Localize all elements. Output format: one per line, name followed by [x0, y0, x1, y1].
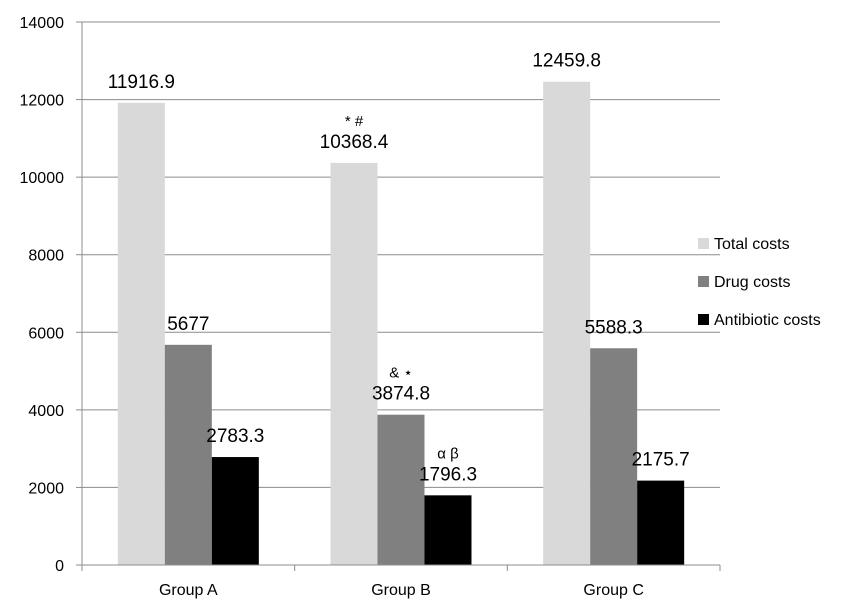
legend-swatch [698, 276, 709, 287]
axes [81, 22, 720, 566]
bar [330, 162, 378, 566]
bar [543, 81, 591, 565]
x-category-label: Group B [371, 582, 431, 599]
significance-annotation: α β [437, 445, 459, 462]
y-tick-label: 14000 [20, 15, 65, 32]
data-label: 2783.3 [206, 426, 264, 447]
bar [211, 457, 259, 565]
data-labels: 11916.9 10368.4 * # 12459.8 5677 3874.8 & ⋆ 558… [108, 51, 690, 486]
y-tick-label: 0 [55, 558, 64, 575]
data-label: 11916.9 [108, 72, 175, 93]
significance-annotation: & ⋆ [389, 365, 413, 382]
bar [637, 480, 685, 565]
significance-annotation: * # [345, 113, 364, 130]
y-tick-label: 8000 [28, 248, 64, 265]
legend-label: Antibiotic costs [714, 312, 821, 329]
data-label: 3874.8 [372, 384, 430, 405]
x-category-label: Group A [159, 582, 218, 599]
bar [377, 414, 425, 565]
x-category-label: Group C [583, 582, 643, 599]
bar [117, 102, 165, 565]
y-tick-label: 10000 [20, 170, 65, 187]
y-tick-label: 12000 [20, 93, 65, 110]
bar [164, 344, 212, 565]
x-axis-categories: Group A Group B Group C [81, 565, 721, 599]
data-label: 2175.7 [632, 450, 690, 471]
bar [590, 348, 638, 565]
y-tick-label: 2000 [28, 480, 64, 497]
data-label: 10368.4 [320, 132, 389, 153]
data-label: 5677 [167, 314, 209, 335]
legend-swatch [698, 314, 709, 325]
y-tick-label: 4000 [28, 403, 64, 420]
bar [424, 495, 472, 565]
legend-label: Total costs [714, 236, 790, 253]
y-axis-ticks: 0 2000 4000 6000 8000 10000 12000 14000 [20, 15, 82, 575]
legend-swatch [698, 238, 709, 249]
legend-label: Drug costs [714, 274, 790, 291]
legend: Total costs Drug costs Antibiotic costs [698, 236, 821, 329]
data-label: 1796.3 [419, 464, 477, 485]
data-label: 5588.3 [585, 317, 643, 338]
data-label: 12459.8 [532, 51, 601, 72]
y-tick-label: 6000 [28, 325, 64, 342]
bars [117, 81, 685, 566]
